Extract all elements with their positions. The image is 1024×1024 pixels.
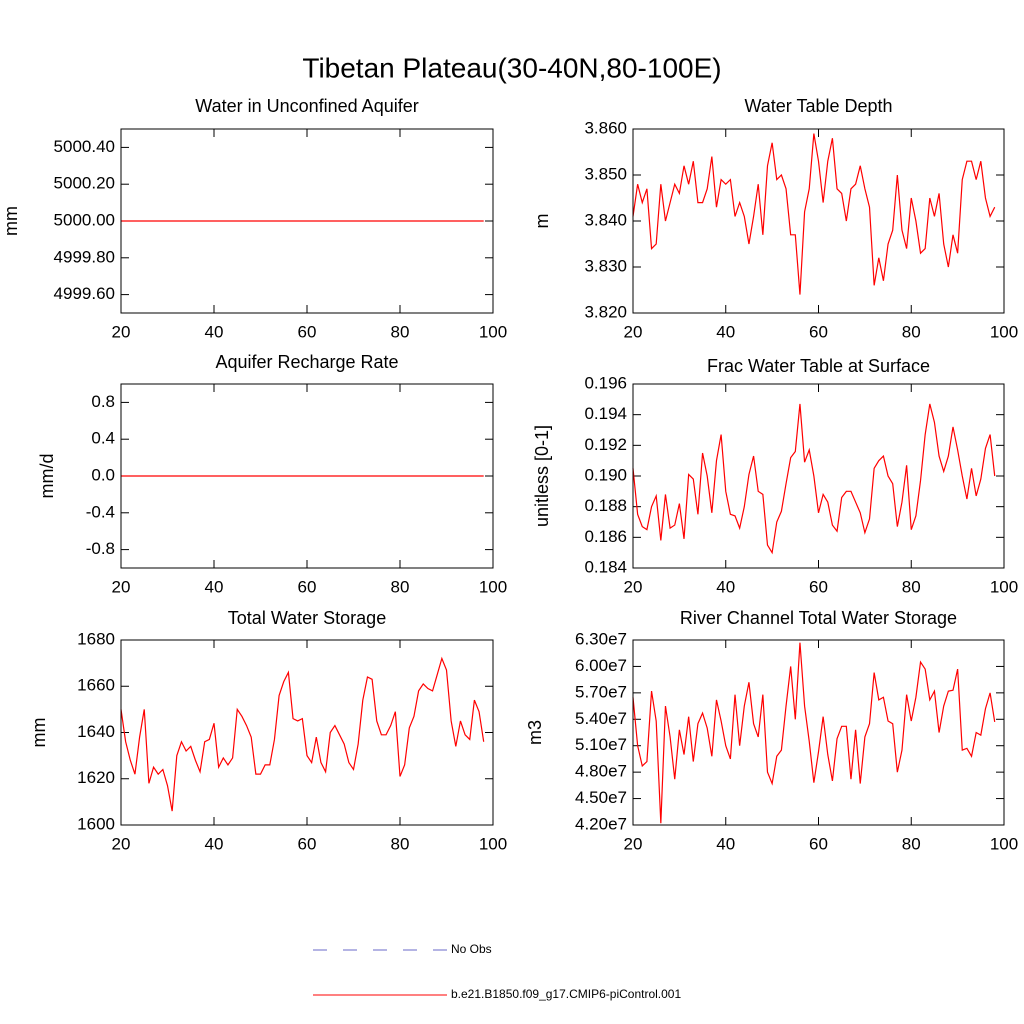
plot-frame	[632, 383, 1005, 569]
x-tick-label: 100	[990, 834, 1018, 853]
x-tick-label: 60	[298, 834, 317, 853]
plot-frame	[120, 639, 494, 826]
x-tick-label: 60	[809, 834, 828, 853]
y-tick-label: 3.850	[584, 164, 627, 183]
y-tick-label: 5000.40	[54, 137, 115, 156]
y-axis-label: m	[532, 214, 552, 229]
y-tick-label: 5.10e7	[575, 735, 627, 754]
x-tick-label: 40	[205, 322, 224, 341]
x-tick-label: 100	[479, 834, 507, 853]
y-axis-label: mm	[1, 206, 21, 236]
y-axis-label: mm/d	[37, 454, 57, 499]
y-tick-label: 4.80e7	[575, 762, 627, 781]
panel-title: Water in Unconfined Aquifer	[195, 96, 418, 116]
x-tick-label: 100	[990, 577, 1018, 596]
y-tick-label: 1600	[77, 814, 115, 833]
panel-title: Total Water Storage	[228, 608, 386, 628]
y-tick-label: -0.8	[86, 539, 115, 558]
y-tick-label: 4.20e7	[575, 814, 627, 833]
x-tick-label: 80	[391, 577, 410, 596]
panel-title: River Channel Total Water Storage	[680, 608, 957, 628]
panel-title: Water Table Depth	[744, 96, 892, 116]
x-tick-label: 80	[391, 322, 410, 341]
panel-title: Aquifer Recharge Rate	[215, 352, 398, 372]
y-tick-label: 0.4	[91, 429, 115, 448]
y-tick-label: 0.188	[584, 496, 627, 515]
y-tick-label: 1660	[77, 676, 115, 695]
x-tick-label: 100	[990, 322, 1018, 341]
plot-frame	[120, 383, 494, 569]
data-line	[632, 642, 996, 824]
y-tick-label: 3.860	[584, 118, 627, 137]
y-tick-label: 4.50e7	[575, 788, 627, 807]
y-tick-label: 5.70e7	[575, 682, 627, 701]
data-line	[632, 133, 996, 295]
panel-title: Frac Water Table at Surface	[707, 356, 930, 376]
x-tick-label: 80	[902, 834, 921, 853]
y-tick-label: 0.186	[584, 527, 627, 546]
x-tick-label: 40	[716, 834, 735, 853]
plot-frame	[632, 639, 1005, 826]
x-tick-label: 60	[298, 577, 317, 596]
x-tick-label: 80	[391, 834, 410, 853]
x-tick-label: 100	[479, 577, 507, 596]
y-tick-label: 4999.80	[54, 247, 115, 266]
y-tick-label: 1640	[77, 722, 115, 741]
y-tick-label: 0.196	[584, 373, 627, 392]
y-tick-label: 3.840	[584, 210, 627, 229]
x-tick-label: 60	[809, 322, 828, 341]
y-axis-label: mm	[29, 718, 49, 748]
x-tick-label: 20	[624, 577, 643, 596]
y-tick-label: -0.4	[86, 502, 115, 521]
y-tick-label: 4999.60	[54, 284, 115, 303]
y-tick-label: 0.192	[584, 435, 627, 454]
x-tick-label: 20	[112, 577, 131, 596]
y-axis-label: m3	[525, 720, 545, 745]
x-tick-label: 20	[624, 834, 643, 853]
plot-frame	[632, 128, 1005, 314]
y-tick-label: 0.190	[584, 465, 627, 484]
y-tick-label: 6.00e7	[575, 656, 627, 675]
y-tick-label: 0.0	[91, 465, 115, 484]
y-tick-label: 1620	[77, 768, 115, 787]
y-tick-label: 5.40e7	[575, 709, 627, 728]
x-tick-label: 80	[902, 322, 921, 341]
legend-label: b.e21.B1850.f09_g17.CMIP6-piControl.001	[451, 987, 681, 1001]
x-tick-label: 60	[809, 577, 828, 596]
x-tick-label: 40	[205, 577, 224, 596]
y-tick-label: 0.184	[584, 557, 627, 576]
x-tick-label: 20	[624, 322, 643, 341]
data-line	[632, 403, 996, 555]
x-tick-label: 40	[205, 834, 224, 853]
legend-label: No Obs	[451, 942, 492, 956]
data-line	[120, 656, 485, 812]
y-tick-label: 3.830	[584, 256, 627, 275]
y-tick-label: 3.820	[584, 302, 627, 321]
y-tick-label: 5000.20	[54, 174, 115, 193]
x-tick-label: 20	[112, 834, 131, 853]
figure-title: Tibetan Plateau(30-40N,80-100E)	[302, 52, 721, 83]
x-tick-label: 40	[716, 577, 735, 596]
y-tick-label: 0.8	[91, 392, 115, 411]
y-axis-label: unitless [0-1]	[532, 425, 552, 527]
y-tick-label: 1680	[77, 629, 115, 648]
x-tick-label: 100	[479, 322, 507, 341]
y-tick-label: 6.30e7	[575, 629, 627, 648]
plot-frame	[120, 128, 494, 314]
x-tick-label: 60	[298, 322, 317, 341]
y-tick-label: 0.194	[584, 404, 627, 423]
x-tick-label: 80	[902, 577, 921, 596]
x-tick-label: 20	[112, 322, 131, 341]
x-tick-label: 40	[716, 322, 735, 341]
y-tick-label: 5000.00	[54, 210, 115, 229]
